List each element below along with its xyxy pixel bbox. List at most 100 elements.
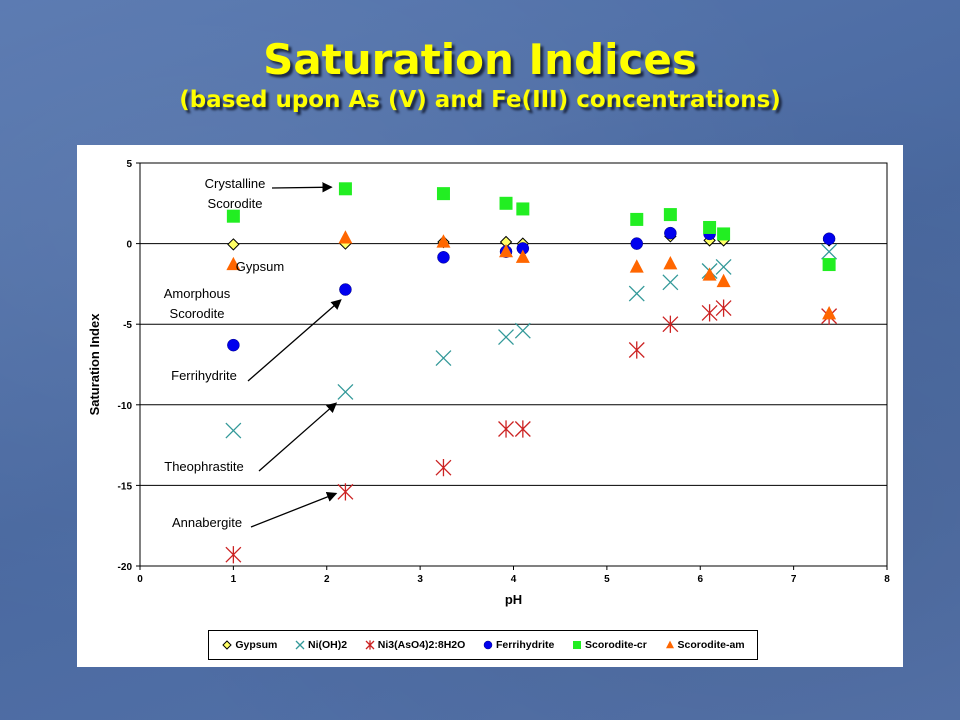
x-marker [225, 422, 242, 439]
triangle-marker [702, 267, 717, 281]
series-gypsum [227, 230, 836, 251]
slide-subtitle: (based upon As (V) and Fe(III) concentra… [179, 87, 781, 113]
data-point [436, 234, 451, 248]
x-tick-label: 1 [231, 574, 237, 585]
data-point [435, 459, 452, 477]
annotation-label: Gypsum [236, 259, 284, 274]
grid-lines [140, 243, 887, 486]
annotation-label: Theophrastite [164, 459, 244, 474]
legend-item: Ni3(AsO4)2:8H2O [364, 639, 466, 651]
data-point [437, 251, 450, 264]
triangle-marker [436, 234, 451, 248]
diamond-marker [227, 238, 240, 251]
x-marker [628, 285, 645, 302]
chart-panel: 5 0 -5 -10 -15 -20 0 1 2 3 4 5 6 7 8 Saturation Index … [77, 145, 903, 667]
star-marker [662, 315, 679, 333]
diamond-marker [222, 640, 233, 650]
legend-marker-icon [573, 641, 582, 649]
legend-label: Ni3(AsO4)2:8H2O [377, 639, 466, 651]
square-marker [703, 220, 717, 234]
data-point [337, 483, 354, 501]
x-marker [498, 329, 514, 346]
chart-legend: Gypsum Ni(OH)2 Ni3(AsO4)2:8H2O Ferrihydrite… [208, 630, 758, 660]
data-point [227, 238, 240, 251]
series-ferrihydrite [227, 226, 836, 352]
annotation-label: Amorphous [164, 286, 231, 301]
x-marker [295, 640, 305, 650]
annotation-arrow [258, 402, 338, 472]
data-point [226, 209, 240, 223]
axis-ticks: 5 0 -5 -10 -15 -20 0 1 2 3 4 5 6 7 8 [118, 159, 891, 585]
data-point [514, 322, 531, 339]
data-point [716, 273, 731, 288]
square-marker [663, 208, 677, 222]
legend-item: Gypsum [221, 639, 277, 651]
x-marker [715, 259, 732, 275]
star-marker [435, 459, 452, 477]
annotation-arrow [250, 491, 338, 528]
x-tick-label: 3 [417, 574, 423, 585]
star-marker [337, 483, 354, 501]
legend-item: Scorodite-cr [571, 639, 647, 651]
y-tick-label: 5 [126, 159, 132, 170]
annotation-ferrihydrite: Ferrihydrite [171, 299, 342, 383]
data-point [516, 202, 530, 216]
x-tick-label: 2 [324, 574, 330, 585]
data-point [629, 259, 644, 273]
data-point [498, 420, 514, 438]
triangle-marker [226, 256, 241, 271]
series-ni-oh-2 [225, 243, 838, 439]
x-tick-label: 6 [697, 574, 703, 585]
slide-title: Saturation Indices (based upon As (V) an… [0, 34, 960, 114]
circle-marker [483, 640, 493, 650]
star-marker [514, 420, 531, 438]
triangle-marker [629, 259, 644, 273]
legend-marker-icon [295, 640, 305, 650]
data-point [227, 338, 240, 352]
legend-marker-icon [365, 640, 375, 650]
y-tick-label: -5 [123, 320, 132, 331]
triangle-marker [499, 243, 514, 258]
annotation-label: Crystalline [205, 176, 266, 191]
series-scorodite-cr [226, 182, 836, 272]
data-point [630, 237, 644, 250]
star-marker [225, 546, 242, 564]
series-scorodite-am [226, 230, 837, 320]
circle-marker [227, 338, 240, 352]
circle-marker [339, 283, 352, 296]
annotation-arrow [247, 299, 342, 382]
x-tick-label: 0 [137, 574, 143, 585]
data-point [662, 274, 679, 291]
data-point [717, 227, 731, 241]
data-point [628, 341, 645, 359]
annotations: Crystalline Scorodite Gypsum Amorphous Scoro… [164, 176, 342, 530]
data-point [663, 208, 677, 222]
y-axis-label: Saturation Index [87, 313, 102, 416]
plot-area-frame [139, 162, 888, 567]
triangle-marker [663, 256, 678, 270]
annotation-crystalline-scorodite: Crystalline Scorodite [205, 176, 333, 211]
circle-marker [664, 226, 677, 240]
legend-item: Ferrihydrite [482, 639, 554, 651]
square-marker [573, 641, 582, 649]
slide-title-main: Saturation Indices [263, 35, 697, 84]
data-point [822, 232, 836, 246]
annotation-arrow [271, 182, 333, 193]
scatter-chart: 50-5-10-15-200 1 2 3 4 5 6 7 8 Saturation Index … [87, 159, 891, 607]
square-marker [499, 196, 513, 210]
legend-marker-icon [483, 640, 493, 650]
data-point [822, 258, 836, 272]
annotation-label: Scorodite [170, 306, 225, 321]
triangle-marker [665, 640, 674, 649]
data-point [821, 243, 838, 260]
data-point [702, 267, 717, 281]
data-point [225, 546, 242, 564]
square-marker [436, 187, 450, 201]
x-tick-label: 8 [884, 574, 890, 585]
x-marker [662, 274, 679, 291]
legend-label: Ni(OH)2 [308, 639, 348, 651]
star-marker [701, 304, 718, 322]
data-point [337, 383, 354, 400]
data-point [822, 306, 837, 320]
data-point [499, 196, 513, 210]
